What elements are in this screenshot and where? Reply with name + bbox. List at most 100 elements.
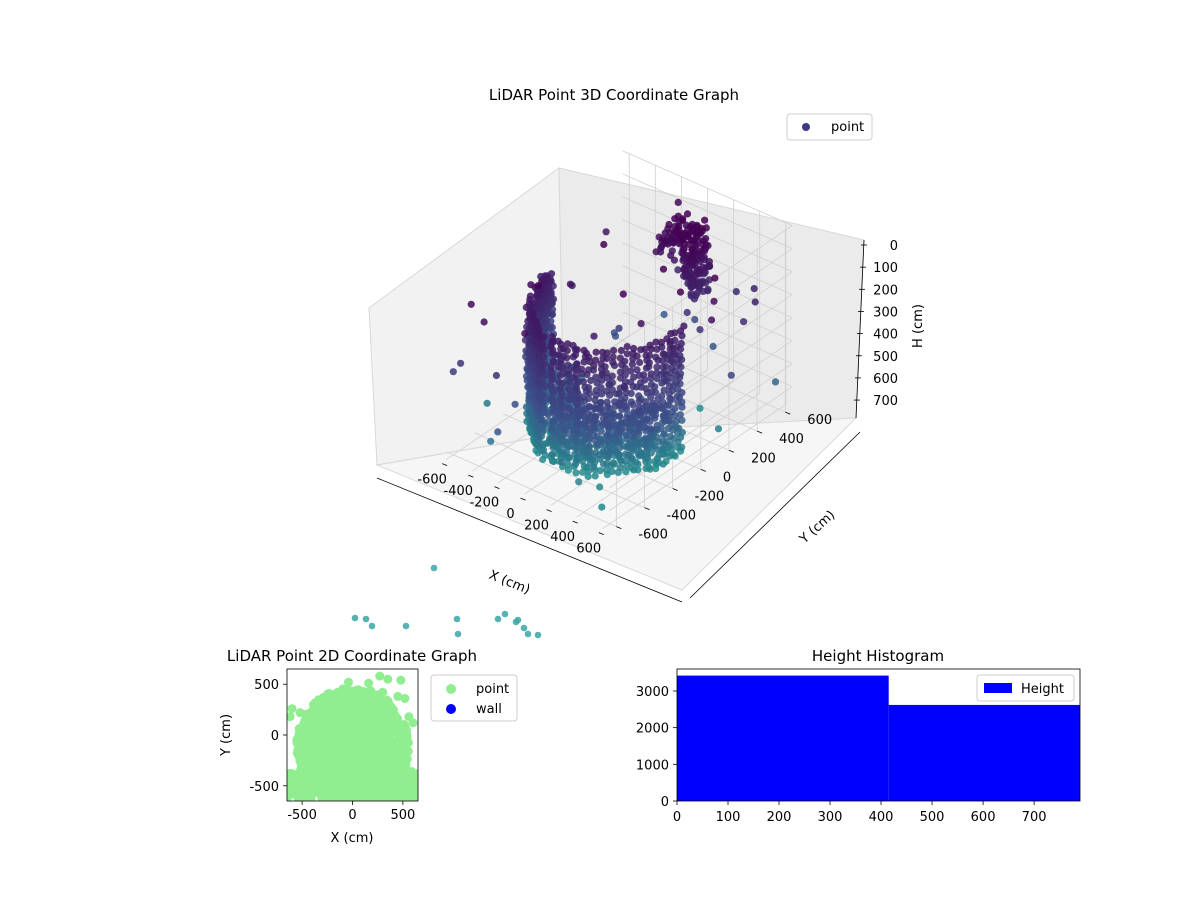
lidar-point-3d: [629, 447, 637, 455]
y-tick-label-3d: 600: [807, 413, 832, 428]
lidar-point-3d: [676, 288, 685, 296]
lidar-point-3d: [535, 391, 543, 399]
lidar-point-3d: [627, 378, 635, 386]
lidar-point-3d: [592, 405, 600, 413]
lidar-point-2d: [333, 791, 342, 801]
lidar-point-3d: [586, 459, 595, 467]
lidar-point-2d: [364, 771, 373, 781]
lidar-point-2d: [296, 725, 306, 735]
lidar-point-3d: [564, 367, 572, 375]
grid-line-wall-z: [622, 150, 793, 226]
lidar-point-3d: [694, 230, 702, 238]
lidar-point-2d: [364, 678, 374, 688]
lidar-point-3d: [541, 360, 549, 368]
lidar-point-2d: [295, 708, 305, 718]
lidar-point-2d: [356, 794, 366, 801]
lidar-point-3d: [540, 426, 548, 434]
lidar-point-3d: [534, 403, 543, 412]
lidar-point-3d: [610, 410, 618, 418]
lidar-point-2d: [355, 783, 365, 793]
lidar-point-3d: [574, 390, 582, 398]
lidar-point-3d: [586, 426, 594, 434]
y-tick-label-2d: 500: [254, 678, 279, 693]
lidar-point-3d: [587, 376, 595, 385]
lidar-point-3d: [642, 415, 651, 423]
lidar-point-2d: [346, 695, 356, 705]
lidar-point-3d: [565, 395, 573, 404]
legend-2d: point wall: [430, 674, 518, 722]
lidar-point-3d: [655, 401, 663, 409]
lidar-point-2d: [411, 784, 418, 794]
lidar-point-3d: [590, 431, 598, 439]
legend-3d: point: [786, 113, 873, 141]
lidar-point-3d: [658, 379, 666, 387]
lidar-point-3d: [597, 398, 605, 407]
lidar-point-2d: [383, 674, 393, 684]
lidar-point-3d: [623, 350, 631, 358]
lidar-point-3d: [592, 373, 600, 381]
lidar-point-3d: [557, 359, 565, 367]
lidar-point-3d: [683, 210, 692, 218]
lidar-point-2d: [353, 719, 363, 729]
lidar-point-3d: [604, 419, 613, 427]
lidar-point-3d: [566, 280, 575, 288]
histogram-bars: [677, 675, 1080, 801]
lidar-point-3d: [534, 631, 542, 639]
lidar-point-3d: [599, 447, 607, 455]
lidar-point-3d: [674, 398, 682, 406]
lidar-point-3d: [579, 438, 587, 446]
lidar-point-3d: [647, 425, 655, 433]
lidar-point-3d: [665, 383, 674, 391]
lidar-point-3d: [709, 342, 717, 350]
histogram-x-tick-label: 100: [716, 810, 741, 825]
lidar-point-3d: [572, 469, 580, 477]
lidar-point-2d: [296, 755, 306, 765]
lidar-point-3d: [522, 303, 530, 311]
lidar-point-2d: [408, 718, 418, 728]
lidar-point-3d: [549, 444, 557, 452]
lidar-point-3d: [572, 384, 581, 392]
lidar-point-3d: [643, 447, 651, 455]
lidar-point-3d: [573, 360, 581, 368]
lidar-point-3d: [586, 358, 594, 366]
lidar-point-3d: [558, 392, 567, 400]
lidar-point-3d: [585, 442, 593, 450]
lidar-point-3d: [653, 455, 662, 463]
lidar-point-3d: [539, 341, 547, 349]
lidar-point-2d: [303, 713, 313, 723]
lidar-point-2d: [306, 785, 315, 795]
lidar-point-3d: [649, 399, 657, 407]
lidar-point-3d: [628, 414, 636, 422]
lidar-point-3d: [674, 355, 682, 363]
lidar-point-3d: [674, 266, 682, 274]
lidar-point-3d: [634, 460, 642, 468]
lidar-point-3d: [627, 367, 635, 375]
y-tick-label-2d: -500: [249, 780, 279, 795]
legend-3d-box: [786, 113, 873, 141]
lidar-point-3d: [642, 435, 651, 443]
lidar-point-2d: [308, 706, 318, 716]
lidar-point-2d: [365, 778, 375, 788]
lidar-point-2d: [350, 710, 360, 720]
lidar-point-2d: [403, 778, 413, 788]
x-tick-mark-3d: [468, 474, 474, 478]
lidar-point-3d: [653, 345, 661, 353]
lidar-point-3d: [557, 399, 565, 407]
lidar-point-3d: [696, 404, 704, 412]
y-tick-label-3d: 200: [751, 451, 776, 466]
lidar-point-3d: [641, 423, 649, 431]
lidar-point-3d: [564, 466, 573, 474]
lidar-point-3d: [658, 444, 667, 453]
lidar-point-2d: [389, 796, 399, 801]
lidar-point-3d: [666, 452, 674, 460]
lidar-point-2d: [350, 730, 360, 740]
lidar-point-3d: [678, 403, 686, 411]
lidar-point-3d: [652, 465, 660, 473]
lidar-point-3d: [548, 368, 556, 376]
lidar-point-3d: [574, 401, 582, 409]
lidar-point-3d: [653, 369, 661, 377]
lidar-point-3d: [603, 459, 611, 468]
lidar-point-3d: [564, 340, 572, 348]
lidar-point-2d: [333, 715, 343, 725]
lidar-point-3d: [675, 222, 683, 230]
